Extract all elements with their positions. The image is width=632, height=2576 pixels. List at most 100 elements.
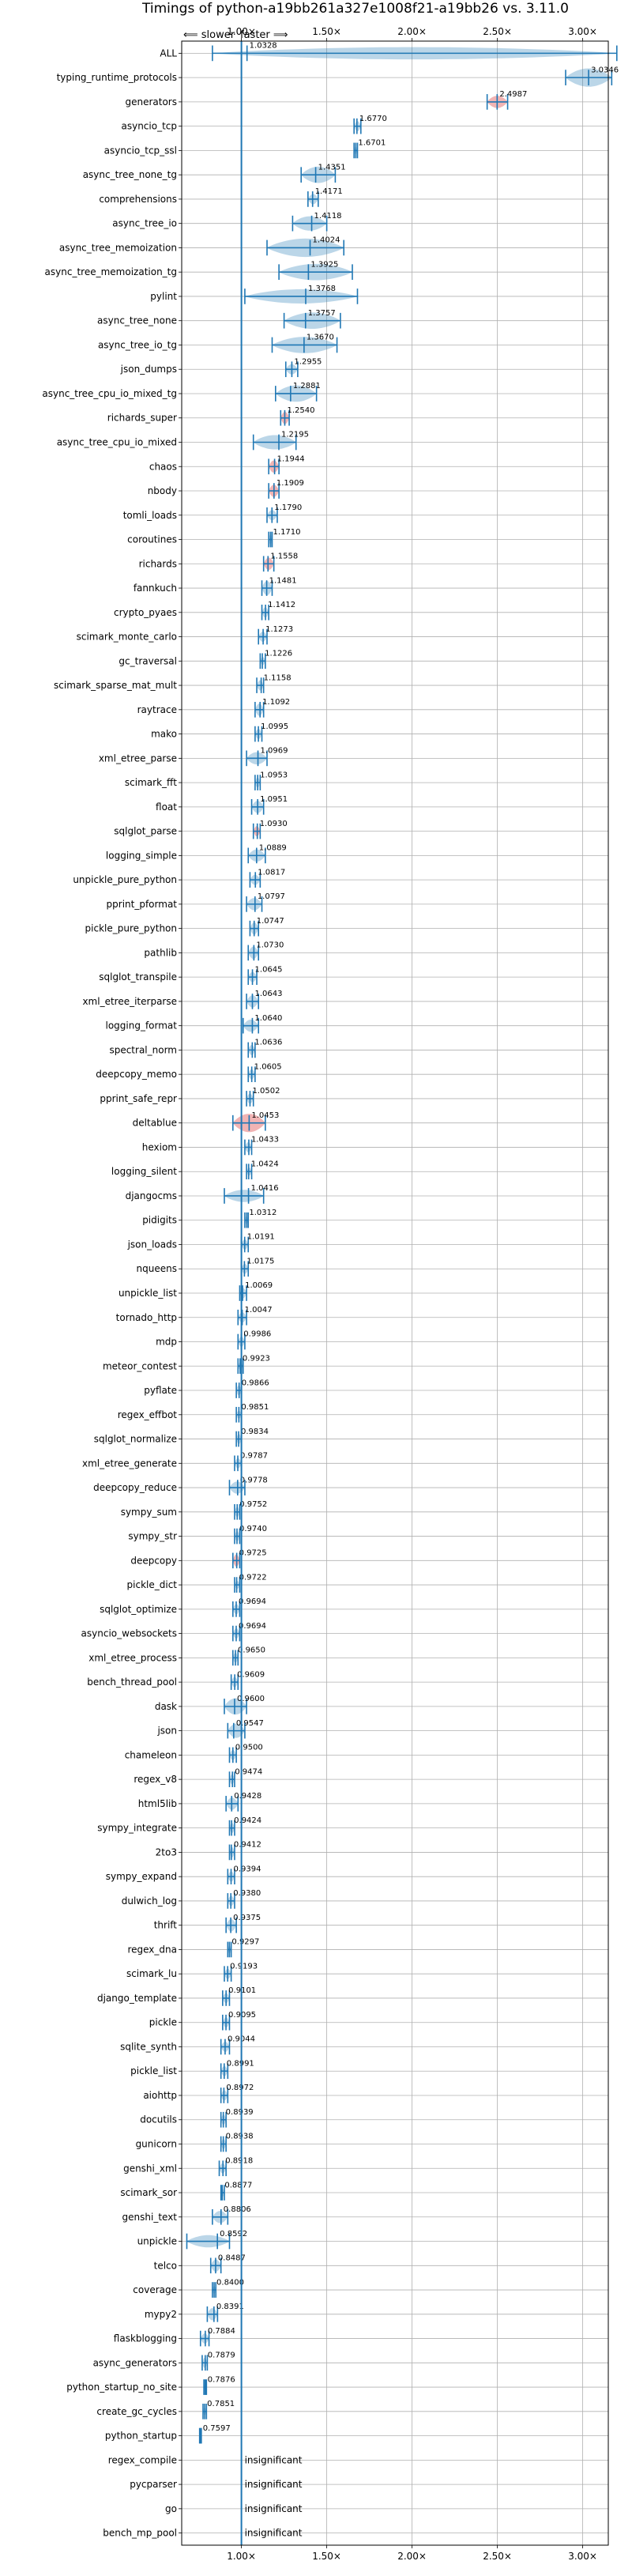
y-label-dulwich_log: dulwich_log [122,1895,177,1907]
y-label-richards_super: richards_super [107,413,177,424]
y-label-async_tree_io: async_tree_io [112,218,177,229]
y-label-pidigits: pidigits [142,1215,177,1226]
value-label-sympy_sum: 0.9752 [239,1500,267,1509]
y-label-async_tree_none: async_tree_none [97,315,177,326]
y-label-scimark_fft: scimark_fft [125,777,177,788]
insignificant-label-go: insignificant [245,2503,303,2514]
direction-slower-label: ⟸ slower [183,29,235,41]
x-tick-label-top: 3.00× [568,26,597,37]
value-label-async_tree_memoization: 1.4024 [313,236,340,245]
y-label-mako: mako [151,729,177,740]
y-label-telco: telco [154,2260,177,2271]
y-label-python_startup_no_site: python_startup_no_site [66,2382,177,2393]
value-label-typing_runtime_protocols: 3.0346 [591,66,619,74]
y-label-chaos: chaos [149,461,177,472]
y-label-scimark_sor: scimark_sor [120,2187,177,2198]
value-label-unpickle: 0.8592 [220,2230,247,2238]
y-label-regex_dna: regex_dna [127,1944,177,1955]
y-label-logging_silent: logging_silent [111,1166,177,1177]
y-label-async_tree_cpu_io_mixed_tg: async_tree_cpu_io_mixed_tg [42,388,177,399]
y-label-generators: generators [125,96,177,107]
value-label-xml_etree_parse: 1.0969 [261,747,288,756]
value-label-crypto_pyaes: 1.1412 [268,601,295,609]
y-label-2to3: 2to3 [156,1846,177,1858]
value-label-regex_effbot: 0.9851 [241,1403,269,1412]
y-label-regex_effbot: regex_effbot [118,1409,178,1420]
y-label-aiohttp: aiohttp [143,2090,177,2101]
y-label-async_tree_memoization_tg: async_tree_memoization_tg [45,266,177,277]
value-label-unpickle_pure_python: 1.0817 [258,868,285,877]
plot-frame [181,40,609,2546]
y-label-html5lib: html5lib [138,1798,177,1809]
value-label-2to3: 0.9412 [234,1841,261,1850]
y-label-scimark_sparse_mat_mult: scimark_sparse_mat_mult [54,680,177,691]
value-label-pickle_pure_python: 1.0747 [257,917,284,926]
y-label-hexiom: hexiom [142,1141,177,1152]
value-label-gc_traversal: 1.1226 [265,650,292,658]
value-label-async_tree_cpu_io_mixed_tg: 1.2881 [293,382,321,390]
y-label-sympy_str: sympy_str [128,1531,177,1542]
y-label-coverage: coverage [133,2284,177,2295]
insignificant-label-bench_mp_pool: insignificant [245,2528,303,2539]
y-label-async_tree_none_tg: async_tree_none_tg [83,169,177,180]
value-label-genshi_text: 0.8806 [224,2205,251,2214]
value-label-coverage: 0.8400 [216,2278,244,2287]
x-tick-label-bottom: 2.00× [397,2551,427,2562]
y-label-pycparser: pycparser [130,2479,177,2490]
y-label-async_tree_cpu_io_mixed: async_tree_cpu_io_mixed [57,436,177,447]
y-label-asyncio_tcp: asyncio_tcp [121,121,177,132]
value-label-chameleon: 0.9500 [235,1744,263,1752]
y-label-create_gc_cycles: create_gc_cycles [96,2406,177,2417]
y-label-async_tree_memoization: async_tree_memoization [59,242,177,253]
value-label-raytrace: 1.1092 [262,698,290,707]
y-label-pickle_pure_python: pickle_pure_python [85,923,177,934]
y-label-sqlglot_normalize: sqlglot_normalize [94,1434,177,1445]
y-label-json: json [156,1726,177,1737]
y-label-pathlib: pathlib [144,947,177,958]
value-label-spectral_norm: 1.0636 [254,1039,282,1047]
value-label-pyflate: 0.9866 [242,1379,269,1387]
y-label-django_template: django_template [97,1993,177,2004]
grid-lines [182,41,608,2545]
value-label-pprint_pformat: 1.0797 [258,892,285,901]
value-label-aiohttp: 0.8972 [226,2084,254,2092]
y-label-pickle_dict: pickle_dict [127,1579,178,1590]
value-label-async_tree_cpu_io_mixed: 1.2195 [281,431,309,439]
y-label-sqlglot_transpile: sqlglot_transpile [99,971,177,983]
y-label-tornado_http: tornado_http [116,1312,177,1323]
x-tick-label-bottom: 3.00× [568,2551,597,2562]
value-label-dulwich_log: 0.9380 [233,1889,261,1898]
y-label-python_startup: python_startup [105,2431,177,2442]
value-label-pprint_safe_repr: 1.0502 [252,1087,280,1096]
y-label-fannkuch: fannkuch [134,583,177,594]
value-label-sqlglot_transpile: 1.0645 [255,965,283,974]
y-label-crypto_pyaes: crypto_pyaes [114,607,177,618]
value-label-sqlglot_optimize: 0.9694 [239,1597,266,1606]
direction-faster-label: faster ⟹ [240,29,288,41]
y-label-nqueens: nqueens [137,1263,177,1274]
y-label-logging_format: logging_format [105,1020,177,1032]
value-label-sqlglot_parse: 1.0930 [260,820,288,828]
y-label-json_loads: json_loads [127,1239,177,1250]
value-label-tornado_http: 1.0047 [245,1306,273,1314]
value-label-async_tree_none: 1.3757 [308,309,336,318]
x-tick-label-top: 1.00× [227,26,256,37]
value-label-deepcopy_reduce: 0.9778 [240,1476,268,1484]
value-label-docutils: 0.8939 [226,2108,254,2117]
value-label-scimark_sor: 0.8877 [224,2181,252,2189]
value-label-regex_dna: 0.9297 [231,1938,259,1947]
value-label-json_loads: 1.0191 [247,1233,275,1242]
y-label-deepcopy: deepcopy [130,1555,177,1566]
y-label-unpickle_pure_python: unpickle_pure_python [73,874,177,885]
y-label-float: float [156,801,177,813]
value-label-flaskblogging: 0.7884 [208,2327,235,2336]
y-label-comprehensions: comprehensions [99,194,177,205]
value-label-async_tree_io: 1.4118 [314,212,342,221]
value-label-genshi_xml: 0.8918 [225,2156,253,2165]
axes: 1.00× 1.00× 1.50× 1.50× 2.00× 2.00× 2.50× 2.50×… [179,26,609,2562]
value-label-ALL: 1.0328 [250,42,277,51]
y-label-sympy_expand: sympy_expand [106,1871,177,1882]
y-label-sqlglot_parse: sqlglot_parse [114,826,177,837]
y-label-deltablue: deltablue [133,1118,177,1129]
